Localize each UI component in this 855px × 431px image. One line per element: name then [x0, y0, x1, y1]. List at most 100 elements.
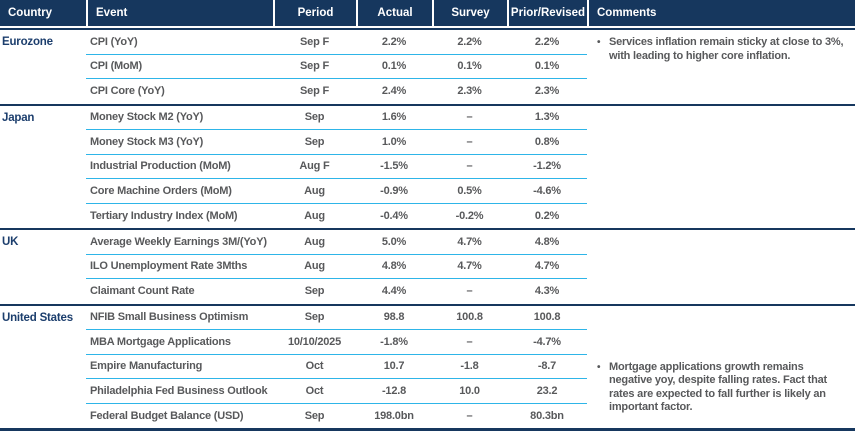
comment-text: Mortgage applications growth remains neg… — [609, 360, 827, 414]
country-section: Eurozone CPI (YoY) Sep F 2.2% 2.2% 2.2% … — [0, 28, 855, 104]
actual-cell: 1.0% — [381, 135, 407, 148]
period-cell: Aug F — [299, 160, 330, 173]
section-comments: • Mortgage applications growth remains n… — [587, 306, 855, 429]
event-cell: ILO Unemployment Rate 3Mths — [90, 260, 248, 273]
survey-cell: 10.0 — [459, 384, 480, 397]
header-cell-country: Country — [0, 0, 86, 26]
bullet-icon: • — [597, 361, 601, 373]
period-cell: Oct — [305, 384, 324, 397]
header-cell-period: Period — [273, 0, 356, 26]
survey-cell: 100.8 — [456, 311, 483, 324]
header-cell-comments: Comments — [587, 0, 855, 26]
table-row: Empire Manufacturing Oct 10.7 -1.8 -8.7 — [86, 355, 587, 379]
period-cell: Aug — [304, 260, 325, 273]
event-cell: Core Machine Orders (MoM) — [90, 184, 232, 197]
table-row: NFIB Small Business Optimism Sep 98.8 10… — [86, 306, 587, 330]
prior-cell: 2.2% — [534, 35, 560, 48]
actual-cell: -0.9% — [380, 184, 408, 197]
table-row: CPI (YoY) Sep F 2.2% 2.2% 2.2% — [86, 30, 587, 55]
table-row: Claimant Count Rate Sep 4.4% – 4.3% — [86, 279, 587, 304]
prior-cell: 0.8% — [534, 135, 560, 148]
actual-cell: -1.5% — [380, 160, 408, 173]
header-label-prior: Prior/Revised — [510, 7, 586, 19]
period-cell: Aug — [304, 184, 325, 197]
event-cell: Tertiary Industry Index (MoM) — [90, 209, 238, 222]
actual-cell: 5.0% — [381, 235, 407, 248]
table-row: Average Weekly Earnings 3M/(YoY) Aug 5.0… — [86, 230, 587, 255]
period-cell: Sep F — [300, 60, 329, 73]
country-label: UK — [2, 236, 19, 248]
survey-cell: 0.1% — [457, 60, 482, 73]
survey-cell: -1.8 — [460, 360, 479, 373]
survey-cell: – — [466, 335, 473, 348]
event-cell: Federal Budget Balance (USD) — [90, 409, 244, 422]
prior-cell: 100.8 — [533, 311, 561, 324]
table-row: CPI Core (YoY) Sep F 2.4% 2.3% 2.3% — [86, 79, 587, 104]
section-comments — [587, 230, 855, 304]
prior-cell: 4.3% — [534, 285, 560, 298]
prior-cell: 0.2% — [534, 209, 560, 222]
comment: • Mortgage applications growth remains n… — [597, 361, 849, 415]
actual-cell: 10.7 — [383, 360, 405, 373]
table-row: Industrial Production (MoM) Aug F -1.5% … — [86, 155, 587, 179]
event-cell: Average Weekly Earnings 3M/(YoY) — [90, 235, 267, 248]
survey-cell: – — [466, 285, 473, 298]
actual-cell: 1.6% — [381, 111, 407, 124]
event-cell: Empire Manufacturing — [90, 360, 203, 373]
event-cell: Claimant Count Rate — [90, 285, 195, 298]
event-cell: CPI (YoY) — [90, 35, 138, 48]
country-label: United States — [2, 311, 73, 324]
prior-cell: 4.7% — [534, 260, 560, 273]
event-cell: MBA Mortgage Applications — [90, 335, 231, 348]
prior-cell: -1.2% — [533, 160, 561, 173]
table-header: Country Event Period Actual Survey Prior… — [0, 0, 855, 26]
prior-cell: -4.6% — [533, 184, 561, 197]
event-cell: CPI (MoM) — [90, 60, 142, 73]
survey-cell: – — [466, 111, 473, 124]
table-row: MBA Mortgage Applications 10/10/2025 -1.… — [86, 330, 587, 355]
country-section: Japan Money Stock M2 (YoY) Sep 1.6% – 1.… — [0, 103, 855, 229]
section-rows: Money Stock M2 (YoY) Sep 1.6% – 1.3% Mon… — [86, 106, 587, 229]
period-cell: Sep F — [300, 35, 329, 48]
event-cell: Money Stock M3 (YoY) — [90, 135, 204, 148]
actual-cell: 2.2% — [381, 35, 407, 48]
survey-cell: 2.2% — [457, 35, 482, 48]
survey-cell: 2.3% — [457, 85, 482, 98]
header-label-country: Country — [8, 7, 53, 19]
header-label-actual: Actual — [377, 7, 413, 19]
section-rows: NFIB Small Business Optimism Sep 98.8 10… — [86, 306, 587, 429]
section-comments: • Services inflation remain sticky at cl… — [587, 30, 855, 104]
actual-cell: 4.8% — [381, 260, 407, 273]
prior-cell: 4.8% — [534, 235, 560, 248]
comment: • Services inflation remain sticky at cl… — [597, 36, 849, 63]
actual-cell: -0.4% — [380, 209, 408, 222]
actual-cell: 4.4% — [381, 285, 407, 298]
table-row: CPI (MoM) Sep F 0.1% 0.1% 0.1% — [86, 55, 587, 79]
actual-cell: 98.8 — [383, 311, 405, 324]
bullet-icon: • — [597, 37, 601, 48]
event-cell: Philadelphia Fed Business Outlook — [90, 384, 268, 397]
actual-cell: 2.4% — [381, 85, 407, 98]
prior-cell: 2.3% — [534, 85, 560, 98]
table-row: Core Machine Orders (MoM) Aug -0.9% 0.5%… — [86, 179, 587, 204]
header-cell-actual: Actual — [356, 0, 432, 26]
header-label-period: Period — [297, 7, 334, 19]
table-row: Philadelphia Fed Business Outlook Oct -1… — [86, 379, 587, 404]
actual-cell: 198.0bn — [374, 409, 414, 422]
survey-cell: -0.2% — [455, 209, 484, 222]
survey-cell: 4.7% — [457, 260, 482, 273]
event-cell: CPI Core (YoY) — [90, 85, 165, 98]
section-rows: CPI (YoY) Sep F 2.2% 2.2% 2.2% CPI (MoM)… — [86, 30, 587, 104]
prior-cell: -4.7% — [533, 335, 561, 348]
country-section: United States NFIB Small Business Optimi… — [0, 303, 855, 431]
survey-cell: – — [466, 160, 473, 173]
table-row: Federal Budget Balance (USD) Sep 198.0bn… — [86, 404, 587, 429]
country-label: Eurozone — [2, 36, 53, 48]
survey-cell: 0.5% — [457, 184, 482, 197]
prior-cell: -8.7 — [537, 360, 557, 373]
event-cell: Money Stock M2 (YoY) — [90, 111, 204, 124]
period-cell: Oct — [305, 360, 324, 373]
header-label-event: Event — [96, 7, 128, 19]
survey-cell: – — [466, 135, 473, 148]
